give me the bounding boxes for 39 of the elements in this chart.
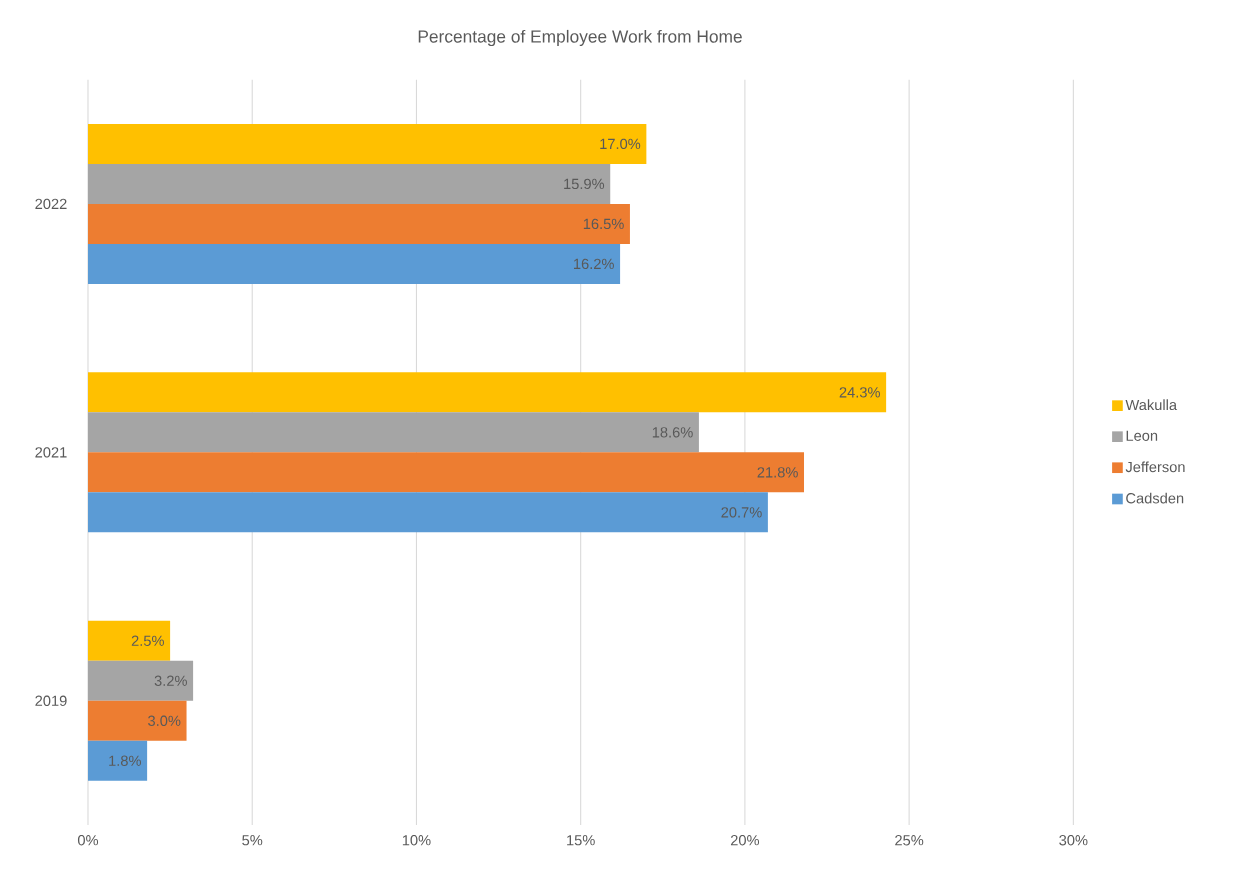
x-tick-label: 25% <box>895 835 924 846</box>
data-label: 21.8% <box>757 467 798 478</box>
data-label: 17.0% <box>600 138 641 150</box>
bar <box>88 123 647 164</box>
bar <box>88 492 768 533</box>
y-tick-label: 2021 <box>35 447 67 458</box>
bar <box>88 372 887 413</box>
bar <box>88 660 194 701</box>
x-tick-label: 10% <box>402 835 431 846</box>
bar <box>88 452 805 493</box>
chart-title: Percentage of Employee Work from Home <box>418 29 742 47</box>
x-tick-label: 0% <box>77 835 99 846</box>
bar <box>88 243 621 284</box>
data-label: 20.7% <box>721 507 762 518</box>
legend-label: Wakulla <box>1125 399 1178 411</box>
bar <box>88 163 611 204</box>
y-tick-label: 2022 <box>35 198 67 210</box>
bar <box>88 203 630 244</box>
x-tick-label: 30% <box>1059 835 1088 846</box>
bar <box>88 740 148 781</box>
legend-label: Jefferson <box>1125 461 1185 473</box>
data-label: 16.5% <box>583 218 624 230</box>
data-label: 3.0% <box>148 715 181 726</box>
bar <box>88 412 699 453</box>
data-label: 1.8% <box>109 755 141 766</box>
x-tick-label: 20% <box>730 835 760 846</box>
data-label: 3.2% <box>154 675 187 686</box>
bar <box>88 700 187 741</box>
data-label: 18.6% <box>652 427 693 438</box>
x-tick-label: 15% <box>567 835 595 846</box>
legend-label: Leon <box>1126 430 1158 441</box>
y-tick-label: 2019 <box>35 695 67 706</box>
x-tick-label: 5% <box>242 835 263 846</box>
data-label: 2.5% <box>131 635 164 646</box>
legend-label: Cadsden <box>1126 492 1184 504</box>
data-label: 16.2% <box>574 258 614 270</box>
bar <box>88 620 171 661</box>
data-label: 24.3% <box>839 387 880 398</box>
data-label: 15.9% <box>564 178 605 190</box>
